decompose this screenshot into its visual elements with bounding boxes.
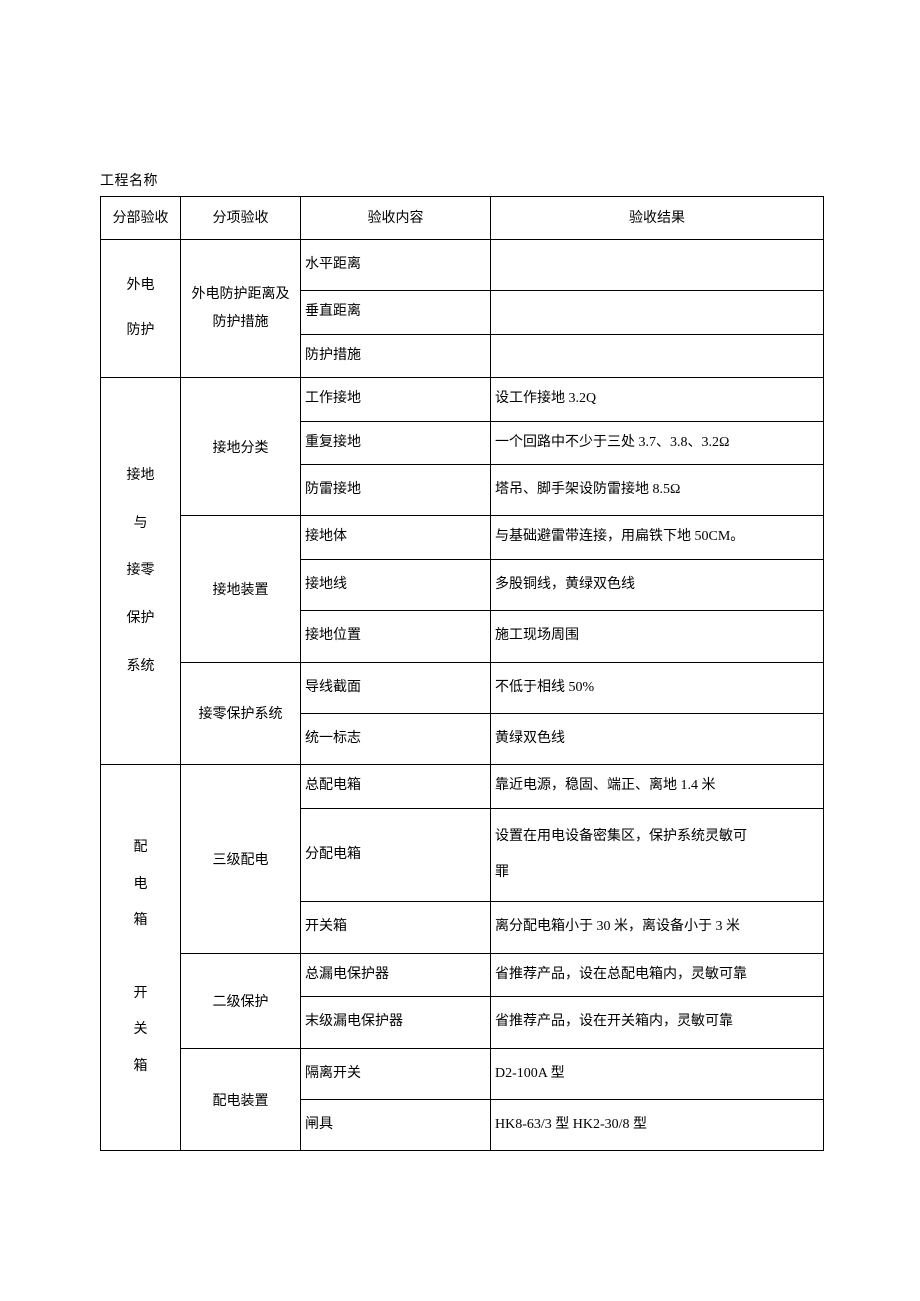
- section2-sub3-col2: 接零保护系统: [181, 662, 301, 765]
- section2-sub3-r0-c3: 导线截面: [301, 662, 491, 713]
- section1-row2-c4: [491, 334, 824, 377]
- table-row: 二级保护 总漏电保护器 省推荐产品，设在总配电箱内，灵敏可靠: [101, 953, 824, 996]
- section3-sub3-r1-c4: HK8-63/3 型 HK2-30/8 型: [491, 1100, 824, 1151]
- header-col2: 分项验收: [181, 197, 301, 240]
- header-col4: 验收结果: [491, 197, 824, 240]
- section2-sub2-r0-c4: 与基础避雷带连接，用扁铁下地 50CM。: [491, 516, 824, 559]
- section3-sub1-r2-c3: 开关箱: [301, 902, 491, 953]
- section2-col1: 接地 与 接零 保护 系统: [101, 378, 181, 765]
- section2-sub1-r0-c3: 工作接地: [301, 378, 491, 421]
- table-row: 外电 防护 外电防护距离及防护措施 水平距离: [101, 240, 824, 291]
- section3-sub3-r0-c3: 隔离开关: [301, 1048, 491, 1099]
- section2-sub1-col2: 接地分类: [181, 378, 301, 516]
- table-row: 配电装置 隔离开关 D2-100A 型: [101, 1048, 824, 1099]
- section2-sub3-r1-c3: 统一标志: [301, 713, 491, 764]
- section2-sub3-r0-c4: 不低于相线 50%: [491, 662, 824, 713]
- section3-sub1-col2: 三级配电: [181, 765, 301, 954]
- section2-sub1-r1-c3: 重复接地: [301, 421, 491, 464]
- section1-row0-c4: [491, 240, 824, 291]
- section3-sub1-r0-c3: 总配电箱: [301, 765, 491, 808]
- section1-col1: 外电 防护: [101, 240, 181, 378]
- table-row: 配 电 箱 开 关 箱 三级配电 总配电箱 靠近电源，稳固、端正、离地 1.4 …: [101, 765, 824, 808]
- section3-col1: 配 电 箱 开 关 箱: [101, 765, 181, 1151]
- section3-sub1-r2-c4: 离分配电箱小于 30 米，离设备小于 3 米: [491, 902, 824, 953]
- section2-sub2-r1-c4: 多股铜线，黄绿双色线: [491, 559, 824, 610]
- section1-row0-c3: 水平距离: [301, 240, 491, 291]
- section2-sub1-r0-c4: 设工作接地 3.2Q: [491, 378, 824, 421]
- header-col1: 分部验收: [101, 197, 181, 240]
- section2-sub2-r2-c4: 施工现场周围: [491, 611, 824, 662]
- section3-sub1-r0-c4: 靠近电源，稳固、端正、离地 1.4 米: [491, 765, 824, 808]
- table-header-row: 分部验收 分项验收 验收内容 验收结果: [101, 197, 824, 240]
- section3-sub2-r1-c4: 省推荐产品，设在开关箱内，灵敏可靠: [491, 997, 824, 1048]
- project-name-label: 工程名称: [100, 170, 824, 190]
- table-row: 接地 与 接零 保护 系统 接地分类 工作接地 设工作接地 3.2Q: [101, 378, 824, 421]
- table-row: 接零保护系统 导线截面 不低于相线 50%: [101, 662, 824, 713]
- section2-sub2-col2: 接地装置: [181, 516, 301, 662]
- section3-sub3-col2: 配电装置: [181, 1048, 301, 1151]
- section2-sub3-r1-c4: 黄绿双色线: [491, 713, 824, 764]
- section3-sub3-r0-c4: D2-100A 型: [491, 1048, 824, 1099]
- section2-sub1-r2-c3: 防雷接地: [301, 464, 491, 515]
- section1-col2: 外电防护距离及防护措施: [181, 240, 301, 378]
- section2-sub2-r2-c3: 接地位置: [301, 611, 491, 662]
- table-row: 接地装置 接地体 与基础避雷带连接，用扁铁下地 50CM。: [101, 516, 824, 559]
- section3-sub2-col2: 二级保护: [181, 953, 301, 1048]
- section3-sub2-r0-c3: 总漏电保护器: [301, 953, 491, 996]
- section3-sub2-r1-c3: 末级漏电保护器: [301, 997, 491, 1048]
- inspection-table: 分部验收 分项验收 验收内容 验收结果 外电 防护 外电防护距离及防护措施 水平…: [100, 196, 824, 1151]
- section3-sub3-r1-c3: 闸具: [301, 1100, 491, 1151]
- section2-sub2-r0-c3: 接地体: [301, 516, 491, 559]
- section3-sub2-r0-c4: 省推荐产品，设在总配电箱内，灵敏可靠: [491, 953, 824, 996]
- section3-sub1-r1-c4: 设置在用电设备密集区，保护系统灵敏可 罪: [491, 808, 824, 902]
- section2-sub2-r1-c3: 接地线: [301, 559, 491, 610]
- section3-sub1-r1-c3: 分配电箱: [301, 808, 491, 902]
- section1-row1-c3: 垂直距离: [301, 291, 491, 334]
- header-col3: 验收内容: [301, 197, 491, 240]
- section1-row1-c4: [491, 291, 824, 334]
- section2-sub1-r2-c4: 塔吊、脚手架设防雷接地 8.5Ω: [491, 464, 824, 515]
- section2-sub1-r1-c4: 一个回路中不少于三处 3.7、3.8、3.2Ω: [491, 421, 824, 464]
- section1-row2-c3: 防护措施: [301, 334, 491, 377]
